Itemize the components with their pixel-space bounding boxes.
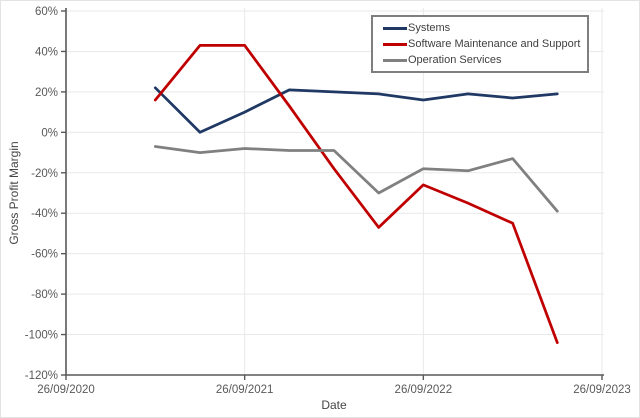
series-line-software-maintenance-and-support <box>153 44 559 344</box>
series-line-operation-services <box>153 145 559 213</box>
x-tick-label: 26/09/2023 <box>573 384 631 396</box>
legend-swatch <box>383 26 407 30</box>
legend-label: Software Maintenance and Support <box>408 37 581 50</box>
legend-label: Operation Services <box>408 53 502 66</box>
series-line-systems <box>153 86 559 134</box>
legend-swatch <box>383 42 407 46</box>
y-tick-label: 40% <box>35 46 58 58</box>
x-tick-label: 26/09/2020 <box>37 384 95 396</box>
x-tick-label: 26/09/2022 <box>395 384 453 396</box>
y-tick-label: -60% <box>31 249 58 261</box>
x-axis-title: Date <box>321 398 347 412</box>
x-tick-label: 26/09/2021 <box>216 384 274 396</box>
y-tick-label: -80% <box>31 289 58 301</box>
legend-swatch <box>383 58 407 62</box>
legend-item-software-maintenance-and-support: Software Maintenance and Support <box>383 37 583 50</box>
y-tick-label: -120% <box>25 370 58 382</box>
y-tick-label: 60% <box>35 6 58 18</box>
legend-label: Systems <box>408 21 451 34</box>
y-axis-title: Gross Profit Margin <box>7 141 21 245</box>
legend-item-systems: Systems <box>383 21 583 34</box>
legend-item-operation-services: Operation Services <box>383 53 583 66</box>
y-tick-label: 20% <box>35 87 58 99</box>
y-tick-label: -20% <box>31 168 58 180</box>
y-tick-label: 0% <box>41 127 58 139</box>
y-tick-label: -40% <box>31 208 58 220</box>
legend: Systems Software Maintenance and Support O… <box>371 15 589 73</box>
y-tick-label: -100% <box>25 330 58 342</box>
